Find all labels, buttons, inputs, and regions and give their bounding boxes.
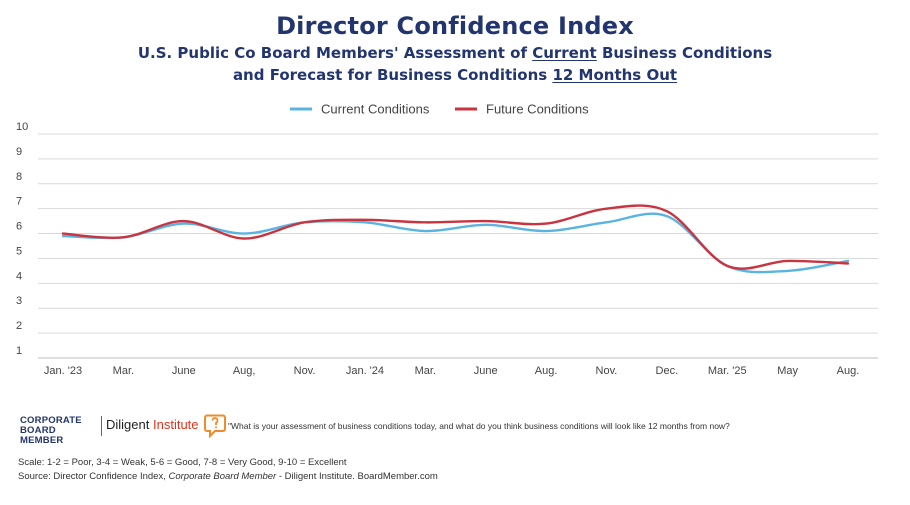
source-italic: Corporate Board Member [168,471,277,482]
x-axis: Jan. '23 Mar. June Aug, Nov. Jan. '24 Mar. June… [44,365,859,377]
corporate-board-member-logo: CORPORATE BOARD MEMBER [20,416,100,446]
subtitle-line2-underlined: 12 Months Out [552,66,678,84]
subtitle-line2-pre: and Forecast for Business Conditions [232,66,553,84]
survey-question: "What is your assessment of business con… [228,421,730,431]
y-axis: 1 2 3 4 5 6 7 8 9 10 [16,121,28,357]
y-tick-label: 4 [16,270,22,282]
source-post: - Diligent Institute. BoardMember.com [276,471,438,482]
x-tick-label: Jan. '24 [346,365,384,377]
scale-note: Scale: 1-2 = Poor, 3-4 = Weak, 5-6 = Goo… [18,457,347,468]
chart-legend: Current Conditions Future Conditions [290,102,589,117]
y-tick-label: 7 [16,196,22,208]
footer-logos: CORPORATE BOARD MEMBER Diligent Institut… [20,414,900,446]
x-tick-label: Aug, [233,365,256,377]
future-conditions-line [61,204,850,270]
y-tick-label: 2 [16,320,22,332]
line-chart: Current Conditions Future Conditions 1 2 3 4… [16,102,878,377]
x-tick-label: June [474,365,498,377]
x-tick-label: Aug. [837,365,860,377]
x-tick-label: May [777,365,798,377]
x-tick-label: Dec. [656,365,679,377]
chart-subtitle-line1: U.S. Public Co Board Members' Assessment… [0,44,910,62]
cbm-logo-line2: BOARD MEMBER [20,425,64,446]
y-tick-label: 5 [16,245,22,257]
y-tick-label: 6 [16,221,22,233]
subtitle-line1-post: Business Conditions [596,44,773,62]
x-tick-label: Mar. [415,365,436,377]
x-tick-label: Jan. '23 [44,365,82,377]
x-tick-label: Mar. '25 [708,365,747,377]
x-tick-label: June [172,365,196,377]
chart-grid [38,133,878,359]
question-bubble-icon [204,414,226,438]
cbm-logo-line1: CORPORATE [20,415,82,426]
y-tick-label: 9 [16,146,22,158]
x-tick-label: Nov. [294,365,316,377]
y-tick-label: 1 [16,345,22,357]
chart-title: Director Confidence Index [276,12,634,40]
diligent-institute-logo: Diligent Institute [106,417,199,432]
x-tick-label: Mar. [113,365,134,377]
institute-logo-word: Institute [152,417,199,432]
source-pre: Source: Director Confidence Index, [18,471,169,482]
chart-series [61,204,850,274]
y-tick-label: 3 [16,295,22,307]
x-tick-label: Aug. [535,365,558,377]
source-note: Source: Director Confidence Index, Corpo… [18,471,438,482]
future-conditions-legend-label: Future Conditions [486,102,589,117]
chart-subtitle-line2: and Forecast for Business Conditions 12 … [0,66,910,84]
subtitle-line1-pre: U.S. Public Co Board Members' Assessment… [137,44,533,62]
current-conditions-legend-label: Current Conditions [321,102,430,117]
y-tick-label: 8 [16,171,22,183]
logo-divider [101,416,102,436]
x-tick-label: Nov. [596,365,618,377]
subtitle-line1-underlined: Current [532,44,597,62]
y-tick-label: 10 [16,121,28,133]
diligent-logo-word: Diligent [106,417,150,432]
